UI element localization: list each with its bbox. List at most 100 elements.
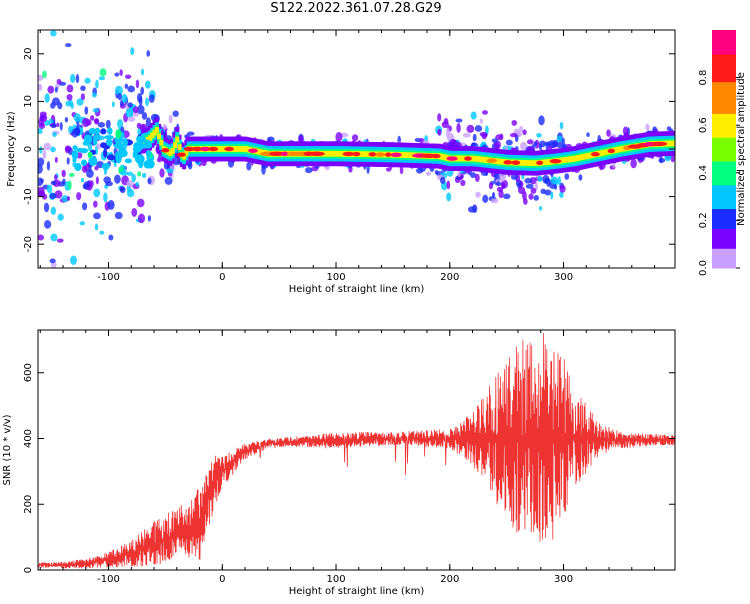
spectrogram-noise (335, 131, 343, 142)
spectrogram-noise (49, 258, 56, 264)
spectrogram-ridge (257, 149, 262, 155)
spectrogram-noise (59, 121, 63, 131)
spectrogram-peak (390, 152, 402, 158)
spectrogram-peak (536, 160, 544, 166)
spectrogram-ridge (666, 140, 671, 147)
spectrogram-noise (42, 70, 47, 79)
spectrogram-noise (93, 118, 99, 124)
spectrogram-noise (475, 191, 481, 198)
spectrogram-cluster (124, 158, 132, 164)
spectrogram-ridge (482, 156, 487, 163)
spectrogram-ridge (566, 156, 571, 163)
colorbar-tick-label: 0.4 (698, 165, 709, 181)
spectrogram-noise (42, 149, 47, 160)
colorbar-cell (712, 244, 736, 249)
colorbar-cell (712, 160, 736, 166)
spectrogram-ridge (618, 146, 623, 152)
spectrogram-ridge (147, 135, 152, 141)
spectrogram-ridge (473, 155, 478, 162)
spectrogram-noise (39, 114, 48, 122)
spectrogram-noise (172, 110, 179, 117)
spectrogram-noise (479, 118, 483, 124)
spectrogram-noise (147, 177, 152, 185)
spectrogram-noise (564, 173, 570, 180)
spectrogram-ridge (236, 146, 241, 152)
spectrogram-noise (95, 79, 99, 89)
spectrogram-noise (131, 173, 136, 183)
spectrogram-noise (415, 167, 424, 174)
spectrogram-cluster (113, 142, 124, 149)
spectrogram-noise (84, 106, 89, 115)
spectrogram-noise (92, 107, 100, 113)
spectrogram-cluster (135, 141, 145, 150)
spectrogram-noise (43, 202, 50, 213)
spectrogram-noise (127, 102, 133, 108)
spectrogram-noise (246, 161, 252, 171)
spectrogram-ridge (234, 146, 239, 152)
colorbar-cell (712, 49, 736, 55)
spectrogram-ridge (496, 158, 501, 165)
spectrogram-ridge (238, 146, 243, 152)
spectrogram-noise (538, 205, 543, 211)
spectrogram-noise (50, 206, 57, 215)
top-x-tick-label: -100 (97, 272, 120, 283)
colorbar-cell (712, 85, 736, 91)
spectrogram-ridge (589, 152, 594, 159)
spectrogram-noise (124, 74, 132, 79)
spectrogram-noise (107, 199, 115, 210)
spectrogram-ridge (170, 148, 175, 154)
spectrogram-noise (645, 123, 650, 131)
spectrogram-noise (670, 154, 675, 163)
colorbar-cell (712, 208, 736, 214)
spectrogram-ridge (602, 149, 607, 156)
bottom-y-tick-label: 0 (23, 567, 34, 573)
top-y-tick-label: 10 (23, 95, 34, 108)
spectrogram-noise (67, 180, 72, 191)
spectrogram-noise (137, 171, 142, 177)
spectrogram-noise (76, 192, 82, 201)
colorbar-cell (712, 145, 736, 150)
spectrogram-noise (56, 122, 60, 128)
spectrogram-peak (651, 141, 668, 147)
spectrogram-ridge (525, 160, 530, 166)
spectrogram-noise (131, 207, 138, 217)
spectrogram-ridge (475, 156, 480, 162)
spectrogram-cluster (145, 149, 152, 158)
spectrogram-noise (495, 181, 502, 187)
spectrogram-cluster (83, 134, 93, 145)
spectrogram-noise (66, 196, 71, 202)
spectrogram-peak (308, 151, 325, 156)
top-y-tick-label: -20 (23, 236, 34, 252)
spectrogram-noise (502, 193, 511, 200)
colorbar-cell (712, 113, 736, 118)
spectrogram-cluster (88, 156, 98, 166)
spectrogram-ridge (409, 152, 414, 159)
spectrogram-noise (482, 110, 488, 115)
colorbar-cell (712, 37, 736, 43)
spectrogram-noise (95, 176, 99, 185)
spectrogram-noise (666, 126, 672, 131)
spectrogram-ridge (154, 127, 159, 133)
bottom-x-tick-label: 100 (326, 574, 345, 585)
spectrogram-noise (75, 74, 80, 84)
spectrogram-noise (501, 182, 506, 190)
colorbar-cell (712, 172, 736, 178)
spectrogram-noise (80, 177, 85, 183)
bottom-y-tick-label: 200 (23, 495, 34, 514)
spectrogram-noise (145, 97, 150, 107)
spectrogram-noise (266, 136, 275, 143)
spectrogram-noise (490, 198, 499, 204)
spectrogram-noise (65, 145, 72, 152)
spectrogram-noise (38, 128, 43, 135)
spectrogram-peak (224, 146, 235, 152)
colorbar-cell (712, 101, 736, 106)
spectrogram-noise (491, 138, 498, 143)
colorbar-cell (712, 129, 736, 134)
bottom-x-axis-label: Height of straight line (km) (289, 586, 425, 597)
spectrogram-noise (522, 129, 527, 136)
spectrogram-ridge (168, 150, 173, 156)
colorbar-cell (712, 196, 736, 202)
spectrogram-noise (425, 171, 432, 176)
spectrogram-noise (538, 115, 545, 126)
spectrogram-noise (38, 186, 45, 197)
